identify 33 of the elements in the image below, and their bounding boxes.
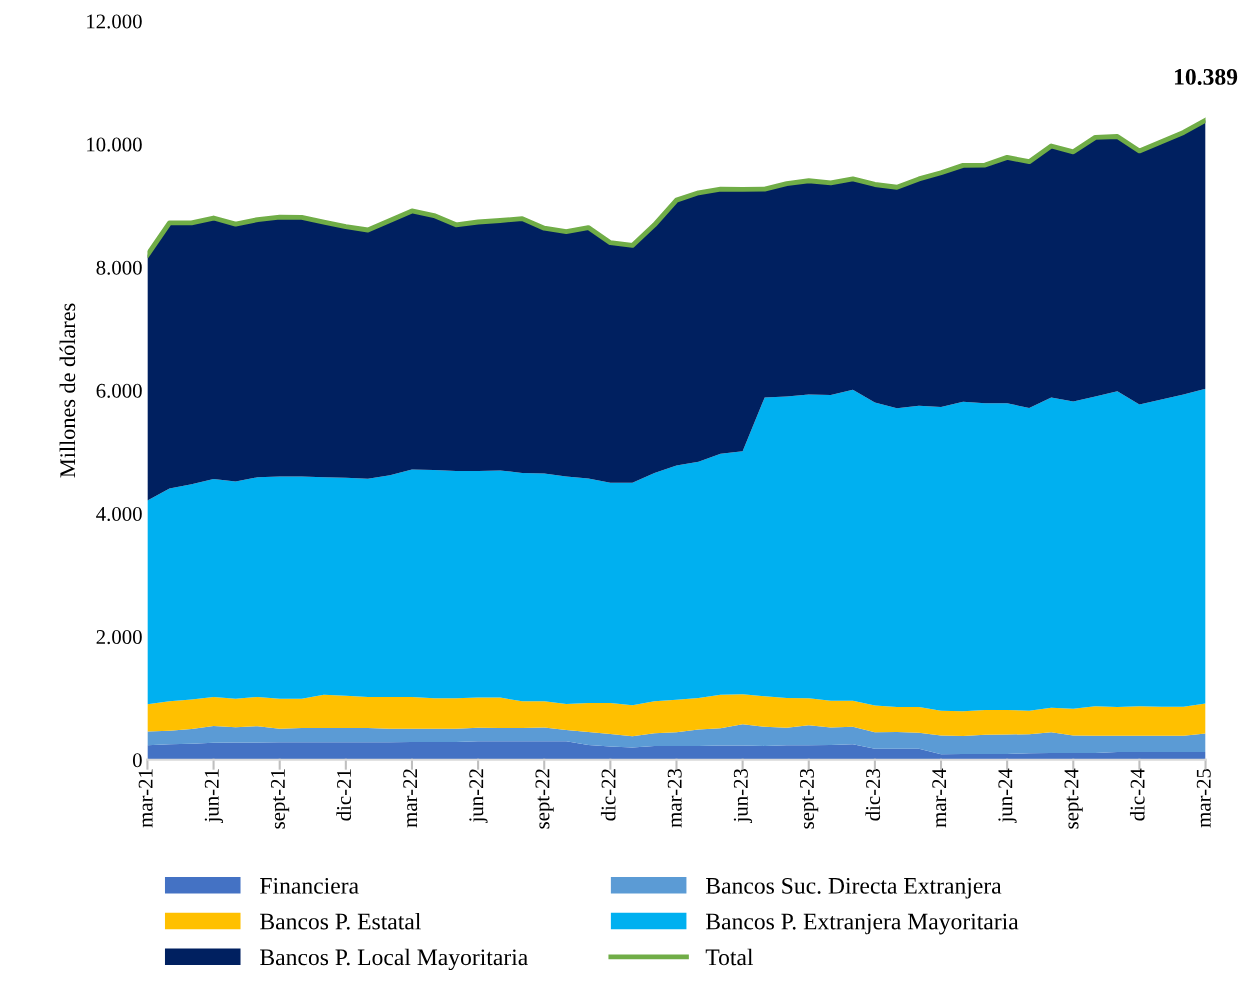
x-tick-label: jun-21 xyxy=(204,769,224,824)
x-tick-label: jun-23 xyxy=(733,768,753,824)
x-tick-label: jun-22 xyxy=(469,769,488,824)
y-tick-label: 4.000 xyxy=(96,506,142,522)
y-tick-label: 10.000 xyxy=(87,137,142,152)
y-tick-label: 8.000 xyxy=(96,260,142,275)
y-tick-label: 6.000 xyxy=(96,383,142,398)
data-label: 10.389 xyxy=(1174,68,1238,85)
legend-label: Bancos P. Estatal xyxy=(260,912,421,930)
x-tick-label: mar-24 xyxy=(932,768,947,828)
x-tick-label: sept-22 xyxy=(535,769,554,829)
x-tick-label: dic-21 xyxy=(336,769,352,821)
y-tick-label: 0 xyxy=(132,753,142,768)
y-tick-label: 2.000 xyxy=(96,630,142,645)
legend-label: Financiera xyxy=(260,877,359,894)
legend-label: Bancos P. Extranjera Mayoritaria xyxy=(706,913,1019,935)
x-tick-label: mar-21 xyxy=(138,769,153,828)
legend-label: Bancos Suc. Directa Extranjera xyxy=(706,877,1002,899)
x-tick-label: mar-23 xyxy=(667,768,682,828)
y-axis-title: Millones de dólares xyxy=(59,303,76,478)
line-series xyxy=(147,117,1206,258)
y-tick-label: 12.000 xyxy=(87,14,142,29)
legend-label: Bancos P. Local Mayoritaria xyxy=(260,948,528,971)
x-tick-label: jun-24 xyxy=(998,768,1017,824)
x-tick-label: dic-22 xyxy=(600,769,616,821)
x-tick-label: mar-22 xyxy=(403,769,418,828)
x-tick-label: sept-21 xyxy=(270,769,290,829)
x-tick-label: sept-23 xyxy=(799,768,819,829)
x-tick-label: dic-23 xyxy=(865,768,881,821)
legend-label: Total xyxy=(705,948,754,966)
x-tick-label: dic-24 xyxy=(1129,768,1145,821)
x-tick-label: sept-24 xyxy=(1064,768,1083,829)
x-tick-label: mar-25 xyxy=(1196,768,1211,828)
